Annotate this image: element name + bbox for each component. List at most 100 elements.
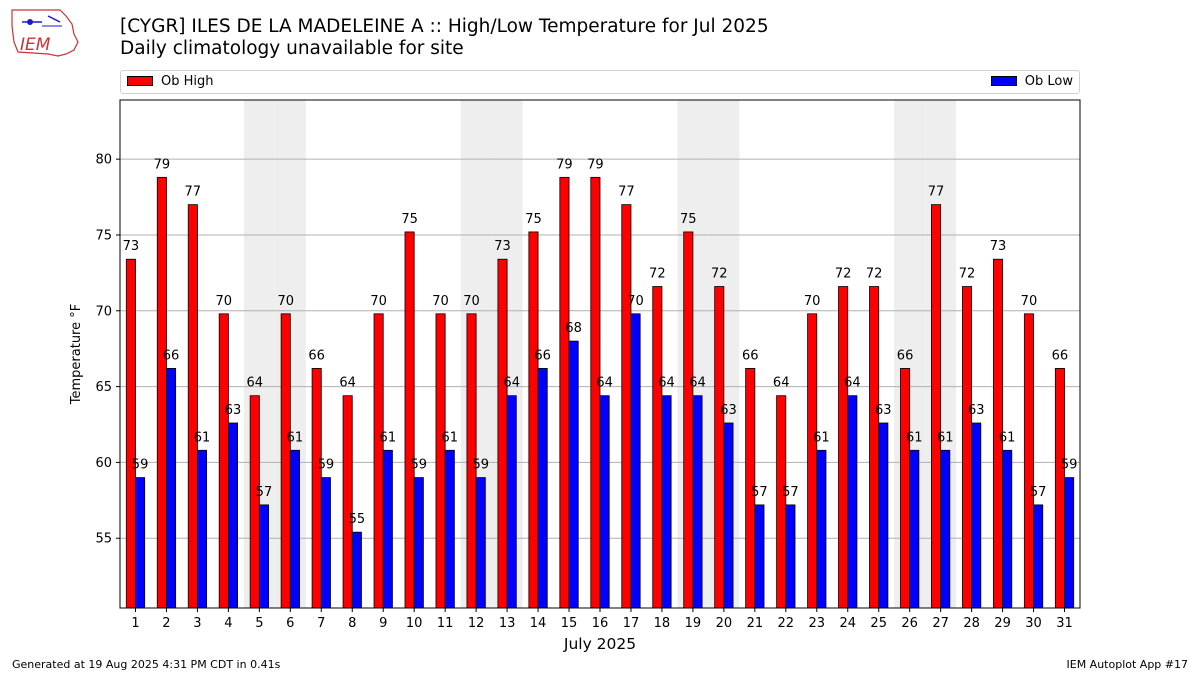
data-label-high: 70 <box>1021 294 1038 309</box>
data-label-low: 66 <box>534 348 551 363</box>
x-tick-label: 8 <box>348 616 356 631</box>
bar-low <box>227 422 238 609</box>
data-label-high: 70 <box>277 294 294 309</box>
data-label-high: 72 <box>866 267 883 282</box>
legend-item-low: Ob Low <box>990 74 1073 90</box>
data-label-low: 63 <box>720 403 737 418</box>
x-tick-label: 9 <box>379 616 387 631</box>
data-label-high: 72 <box>959 267 976 282</box>
data-label-high: 79 <box>154 157 171 172</box>
bar-high <box>652 286 663 609</box>
bar-low <box>1002 449 1013 609</box>
x-tick-label: 27 <box>932 616 949 631</box>
data-label-high: 79 <box>556 157 573 172</box>
y-tick-label: 60 <box>95 456 112 471</box>
bar-high <box>373 313 384 609</box>
x-tick-label: 17 <box>623 616 640 631</box>
legend-item-high: Ob High <box>127 74 214 90</box>
x-tick-label: 30 <box>1025 616 1042 631</box>
data-label-low: 64 <box>689 376 706 391</box>
data-label-low: 63 <box>225 403 242 418</box>
y-tick-label: 70 <box>95 304 112 319</box>
data-label-low: 61 <box>194 430 211 445</box>
data-label-high: 72 <box>649 267 666 282</box>
data-label-low: 55 <box>349 512 366 527</box>
y-axis-label: Temperature °F <box>69 304 84 405</box>
x-tick-label: 28 <box>963 616 980 631</box>
bar-low <box>568 340 579 609</box>
x-tick-label: 7 <box>317 616 325 631</box>
data-label-low: 70 <box>627 294 644 309</box>
data-label-low: 59 <box>318 458 335 473</box>
x-tick-label: 31 <box>1056 616 1073 631</box>
bar-low <box>878 422 889 609</box>
bar-low <box>723 422 734 609</box>
bar-high <box>776 395 787 609</box>
data-label-low: 59 <box>1061 458 1078 473</box>
plot-frame <box>119 99 1081 609</box>
y-tick-label: 75 <box>95 228 112 243</box>
data-label-high: 66 <box>742 348 759 363</box>
bar-low <box>816 449 827 609</box>
bar-high <box>838 286 849 609</box>
bar-low <box>197 449 208 609</box>
bar-low <box>909 449 920 609</box>
data-label-low: 61 <box>813 430 830 445</box>
bar-low <box>599 395 610 609</box>
data-label-high: 72 <box>835 267 852 282</box>
x-tick-label: 29 <box>994 616 1011 631</box>
data-label-low: 61 <box>441 430 458 445</box>
data-label-high: 73 <box>494 239 511 254</box>
y-tick-label: 55 <box>95 532 112 547</box>
bar-high <box>497 258 508 609</box>
x-tick-label: 20 <box>716 616 733 631</box>
chart-subtitle: Daily climatology unavailable for site <box>120 38 464 59</box>
x-tick-label: 11 <box>437 616 454 631</box>
data-label-low: 64 <box>658 376 675 391</box>
bar-high <box>435 313 446 609</box>
x-tick-label: 1 <box>131 616 139 631</box>
bar-low <box>320 477 331 609</box>
x-tick-label: 26 <box>901 616 918 631</box>
bar-high <box>900 368 911 609</box>
data-label-high: 77 <box>618 185 635 200</box>
data-label-low: 59 <box>411 458 428 473</box>
bar-high <box>962 286 973 609</box>
legend: Ob High Ob Low <box>120 70 1080 94</box>
bar-low <box>475 477 486 609</box>
data-label-high: 73 <box>123 239 140 254</box>
x-tick-label: 13 <box>499 616 516 631</box>
bar-high <box>280 313 291 609</box>
x-tick-label: 5 <box>255 616 263 631</box>
bar-high <box>621 204 632 609</box>
bar-low <box>971 422 982 609</box>
bar-high <box>931 204 942 609</box>
bar-high <box>714 286 725 609</box>
data-label-high: 75 <box>680 212 697 227</box>
x-axis-label: July 2025 <box>563 635 636 653</box>
data-label-low: 63 <box>875 403 892 418</box>
data-label-low: 57 <box>1030 485 1047 500</box>
bar-high <box>311 368 322 609</box>
bar-high <box>156 176 167 609</box>
data-label-low: 64 <box>596 376 613 391</box>
bar-low <box>351 531 362 609</box>
x-tick-label: 16 <box>592 616 609 631</box>
bar-high <box>125 258 136 609</box>
bar-low <box>135 477 146 609</box>
bar-low <box>661 395 672 609</box>
bar-low <box>289 449 300 609</box>
legend-swatch-low <box>990 76 1017 86</box>
data-label-high: 64 <box>246 376 263 391</box>
bar-low <box>847 395 858 609</box>
bar-low <box>444 449 455 609</box>
bar-high <box>559 176 570 609</box>
bar-low <box>940 449 951 609</box>
data-label-low: 64 <box>503 376 520 391</box>
data-label-high: 70 <box>804 294 821 309</box>
data-label-low: 64 <box>844 376 861 391</box>
x-tick-label: 14 <box>530 616 547 631</box>
x-tick-label: 18 <box>654 616 671 631</box>
app-footer: IEM Autoplot App #17 <box>1066 658 1189 671</box>
